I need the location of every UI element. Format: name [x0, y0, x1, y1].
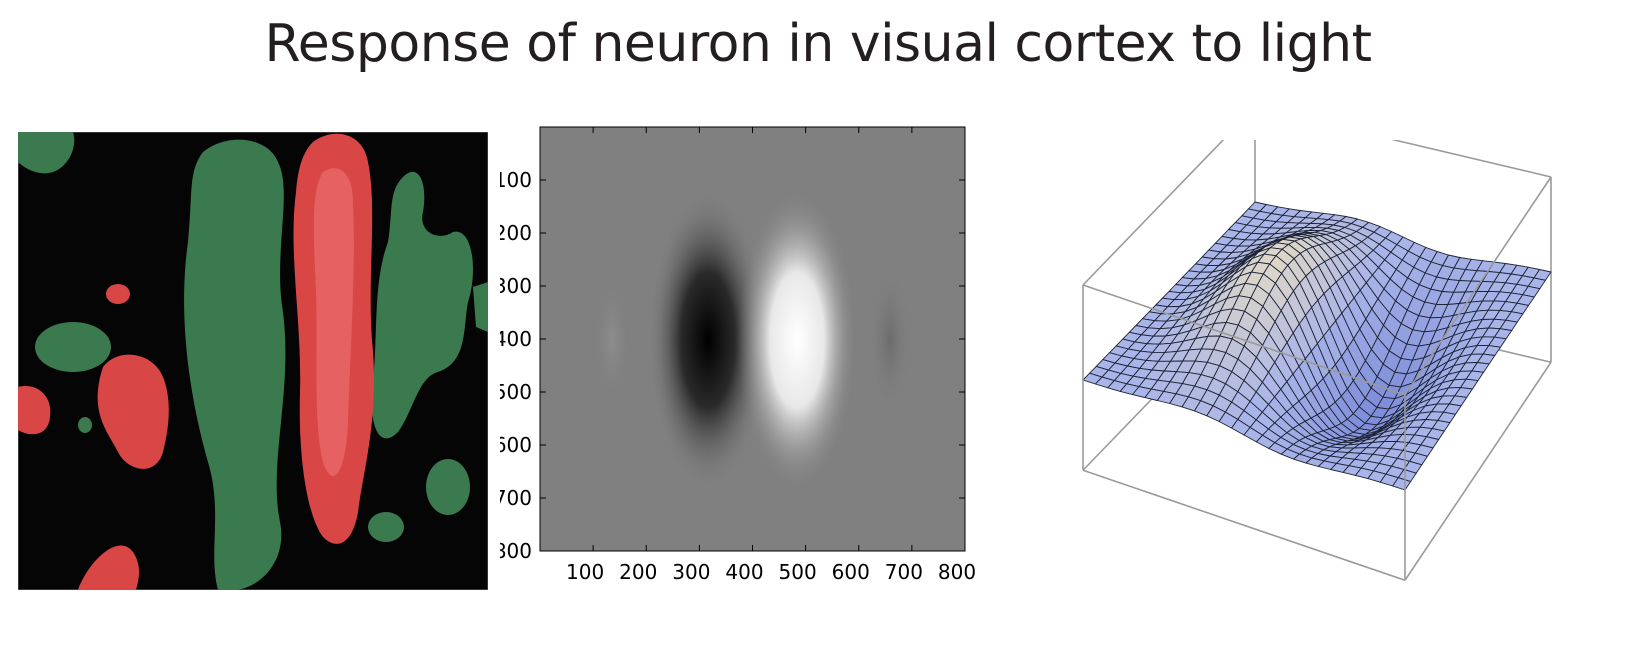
red-region-far-left — [18, 386, 51, 435]
x-tick-label: 300 — [672, 560, 710, 584]
gabor-faint-light-lobe — [594, 280, 630, 400]
box-edge — [1082, 469, 1406, 582]
y-tick-label: 400 — [500, 327, 532, 351]
x-tick-label: 800 — [938, 560, 976, 584]
green-spot-left — [35, 322, 111, 372]
green-region-center — [184, 139, 286, 590]
gabor-light-lobe — [737, 190, 857, 490]
green-spot-bottom-right — [426, 459, 470, 515]
gabor-dark-lobe — [648, 190, 768, 490]
surface-cell — [1392, 477, 1412, 491]
gabor-faint-dark-lobe — [868, 265, 912, 415]
y-tick-label: 300 — [500, 274, 532, 298]
green-region-right — [371, 171, 473, 439]
y-tick-label: 200 — [500, 221, 532, 245]
surface-3d-plot-svg — [1082, 106, 1552, 582]
gabor-image-plot-svg: 100 200 300 400 500 600 700 800 100 200 300 400 500… — [494, 126, 976, 584]
red-region-bottom-left — [78, 545, 140, 590]
y-tick-label: 700 — [500, 486, 532, 510]
red-region-left — [97, 354, 169, 469]
slide-title: Response of neuron in visual cortex to l… — [264, 14, 1372, 74]
green-region-top-left — [18, 132, 75, 174]
x-tick-label: 100 — [566, 560, 604, 584]
green-spot-small — [78, 417, 92, 433]
y-tick-label: 100 — [500, 168, 532, 192]
bounding-box-front — [1082, 176, 1552, 582]
box-edge — [1404, 176, 1552, 396]
surface-mesh — [1082, 201, 1552, 491]
y-tick-label: 500 — [500, 380, 532, 404]
y-axis-ticks: 100 200 300 400 500 600 700 800 — [494, 168, 965, 563]
y-tick-label: 600 — [500, 433, 532, 457]
x-tick-label: 600 — [832, 560, 870, 584]
x-tick-label: 700 — [885, 560, 923, 584]
receptive-field-map — [17, 131, 489, 591]
surface-3d-plot — [1075, 106, 1635, 610]
red-spot-top-left — [106, 284, 130, 304]
gabor-image-plot: 100 200 300 400 500 600 700 800 100 200 300 400 500… — [494, 118, 1040, 618]
y-tick-label: 800 — [500, 539, 532, 563]
green-region-right-edge — [473, 282, 488, 332]
x-tick-label: 200 — [619, 560, 657, 584]
receptive-field-map-image — [17, 131, 489, 591]
red-region-center-inner — [313, 168, 354, 477]
box-edge — [1404, 361, 1552, 581]
x-axis-ticks: 100 200 300 400 500 600 700 800 — [566, 127, 976, 584]
x-tick-label: 400 — [725, 560, 763, 584]
x-tick-label: 500 — [779, 560, 817, 584]
box-edge — [1082, 284, 1406, 396]
box-edge — [1254, 106, 1552, 178]
green-spot-bottom — [368, 512, 404, 542]
